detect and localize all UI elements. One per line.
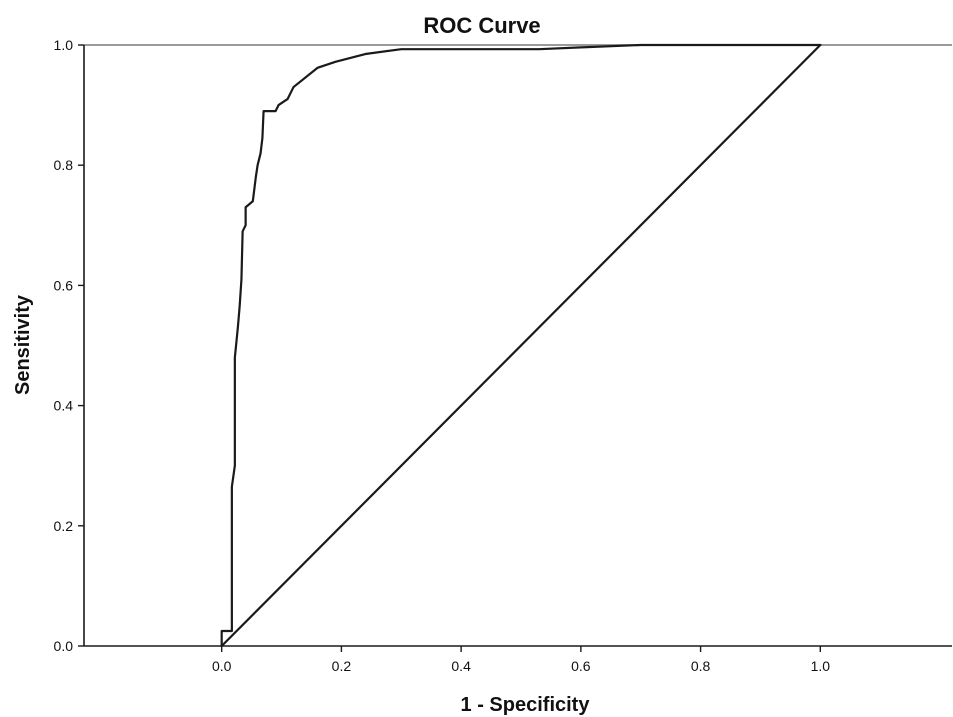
plot-area <box>83 44 952 647</box>
y-tick-label: 0.4 <box>54 398 74 414</box>
y-tick-label: 0.6 <box>54 277 74 293</box>
y-tick-label: 0.0 <box>54 638 74 654</box>
y-tick-label: 0.8 <box>54 157 74 173</box>
y-axis-ticks: 0.0 0.2 0.4 0.6 0.8 1.0 <box>54 37 84 654</box>
series-layer <box>220 43 822 648</box>
x-axis-label: 1 - Specificity <box>461 694 591 716</box>
y-tick-label: 0.2 <box>54 518 74 534</box>
x-axis-ticks: 0.0 0.2 0.4 0.6 0.8 1.0 <box>212 646 830 674</box>
x-tick-label: 1.0 <box>811 658 831 674</box>
x-tick-label: 0.6 <box>571 658 591 674</box>
chart-title: ROC Curve <box>423 13 540 38</box>
x-tick-label: 0.4 <box>451 658 471 674</box>
roc-curve-line <box>220 43 822 648</box>
y-axis-label: Sensitivity <box>12 294 34 395</box>
y-tick-label: 1.0 <box>54 37 74 53</box>
reference-diagonal-line <box>220 43 822 648</box>
x-tick-label: 0.0 <box>212 658 232 674</box>
x-tick-label: 0.8 <box>691 658 711 674</box>
x-tick-label: 0.2 <box>332 658 352 674</box>
